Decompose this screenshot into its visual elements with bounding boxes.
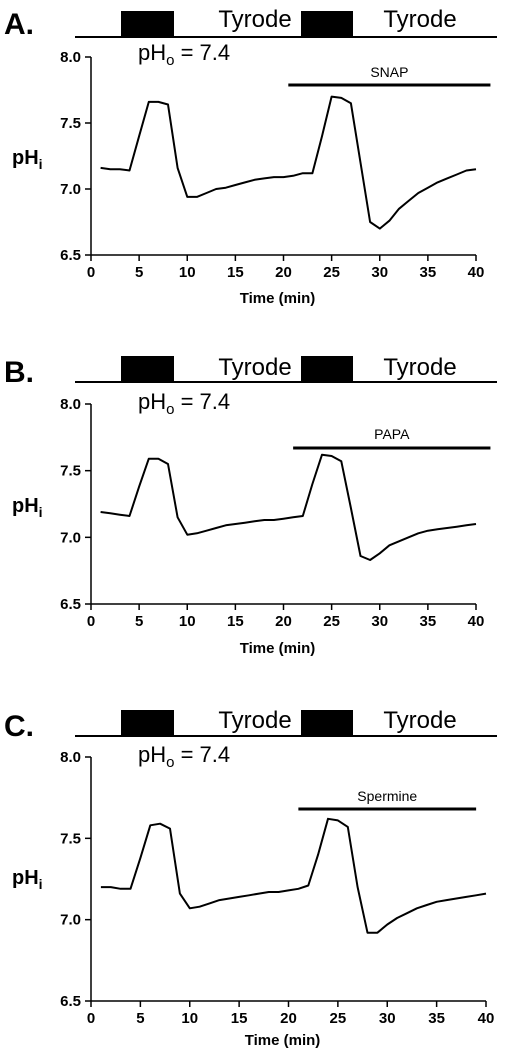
panel-b: B. Tyrode Tyrode pHo = 7.4 PAPA 6.5 7.0 7.5 8.0 0… xyxy=(4,354,497,657)
x-axis-label: Time (min) xyxy=(240,640,316,657)
tyrode-label-2: Tyrode xyxy=(383,707,456,734)
x-tick-label: 40 xyxy=(468,264,485,281)
pho-label: pHo = 7.4 xyxy=(138,40,230,69)
x-tick-label: 15 xyxy=(227,264,244,281)
tyrode-label-1: Tyrode xyxy=(218,707,291,734)
x-tick-label: 25 xyxy=(330,1010,347,1027)
drug-label: SNAP xyxy=(370,64,408,80)
x-tick-label: 20 xyxy=(275,613,292,630)
x-tick-label: 20 xyxy=(275,264,292,281)
panel-a: A. Tyrode Tyrode pHo = 7.4 SNAP 6.5 7.0 7.5 8.0 0… xyxy=(4,6,497,307)
acid-pulse-block-1 xyxy=(121,710,174,736)
x-tick-label: 40 xyxy=(468,613,485,630)
tyrode-label-1: Tyrode xyxy=(218,354,291,381)
acid-pulse-block-1 xyxy=(121,356,174,382)
x-tick-label: 0 xyxy=(87,613,95,630)
x-axis-label: Time (min) xyxy=(245,1032,321,1049)
panel-letter: B. xyxy=(4,356,34,389)
x-tick-label: 20 xyxy=(280,1010,297,1027)
y-tick-label: 7.5 xyxy=(60,830,81,847)
acid-pulse-block-2 xyxy=(301,11,353,37)
x-tick-label: 15 xyxy=(227,613,244,630)
x-tick-label: 0 xyxy=(87,264,95,281)
y-tick-label: 8.0 xyxy=(60,396,81,413)
acid-pulse-block-2 xyxy=(301,710,353,736)
x-tick-label: 25 xyxy=(323,613,340,630)
tyrode-label-2: Tyrode xyxy=(383,6,456,33)
pho-label: pHo = 7.4 xyxy=(138,742,230,771)
x-tick-label: 40 xyxy=(478,1010,495,1027)
x-tick-label: 5 xyxy=(136,1010,144,1027)
y-tick-label: 8.0 xyxy=(60,49,81,66)
y-tick-label: 7.5 xyxy=(60,463,81,480)
y-tick-label: 8.0 xyxy=(60,749,81,766)
y-tick-label: 7.0 xyxy=(60,181,81,198)
acid-pulse-block-1 xyxy=(121,11,174,37)
y-tick-label: 7.0 xyxy=(60,912,81,929)
x-tick-label: 30 xyxy=(371,613,388,630)
x-tick-label: 25 xyxy=(323,264,340,281)
ph-trace-line xyxy=(100,453,477,561)
x-tick-label: 30 xyxy=(379,1010,396,1027)
y-tick-label: 6.5 xyxy=(60,596,81,613)
x-tick-label: 10 xyxy=(181,1010,198,1027)
x-axis-label: Time (min) xyxy=(240,290,316,307)
x-tick-label: 5 xyxy=(135,264,143,281)
acid-pulse-block-2 xyxy=(301,356,353,382)
x-tick-label: 10 xyxy=(179,264,196,281)
panel-c: C. Tyrode Tyrode pHo = 7.4 Spermine 6.5 7.0 7.5… xyxy=(4,707,497,1049)
y-axis-label: pHi xyxy=(12,495,43,520)
pho-label: pHo = 7.4 xyxy=(138,389,230,418)
y-tick-label: 6.5 xyxy=(60,993,81,1010)
x-tick-label: 10 xyxy=(179,613,196,630)
x-tick-label: 30 xyxy=(371,264,388,281)
ph-trace-line xyxy=(100,817,487,934)
x-tick-label: 35 xyxy=(428,1010,445,1027)
x-tick-label: 15 xyxy=(231,1010,248,1027)
y-axis-label: pHi xyxy=(12,867,43,892)
ph-trace-line xyxy=(100,95,477,230)
x-tick-label: 35 xyxy=(420,613,437,630)
y-axis-label: pHi xyxy=(12,147,43,172)
drug-label: PAPA xyxy=(374,426,410,442)
panel-letter: C. xyxy=(4,710,34,743)
panel-letter: A. xyxy=(4,8,34,41)
x-tick-label: 0 xyxy=(87,1010,95,1027)
tyrode-label-1: Tyrode xyxy=(218,6,291,33)
y-tick-label: 7.5 xyxy=(60,115,81,132)
drug-label: Spermine xyxy=(357,788,417,804)
x-tick-label: 5 xyxy=(135,613,143,630)
tyrode-label-2: Tyrode xyxy=(383,354,456,381)
x-tick-label: 35 xyxy=(420,264,437,281)
y-tick-label: 7.0 xyxy=(60,529,81,546)
y-tick-label: 6.5 xyxy=(60,247,81,264)
